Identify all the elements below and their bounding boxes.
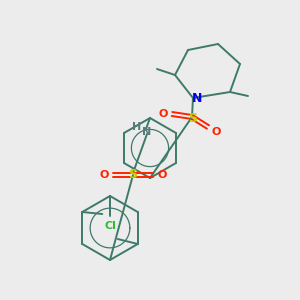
Text: O: O — [157, 170, 167, 180]
Text: S: S — [128, 169, 137, 182]
Text: S: S — [188, 112, 197, 124]
Text: N: N — [192, 92, 202, 104]
Text: O: O — [158, 109, 168, 119]
Text: N: N — [142, 127, 152, 137]
Text: O: O — [211, 127, 221, 137]
Text: H: H — [132, 122, 142, 132]
Text: O: O — [99, 170, 109, 180]
Text: Cl: Cl — [104, 221, 116, 231]
